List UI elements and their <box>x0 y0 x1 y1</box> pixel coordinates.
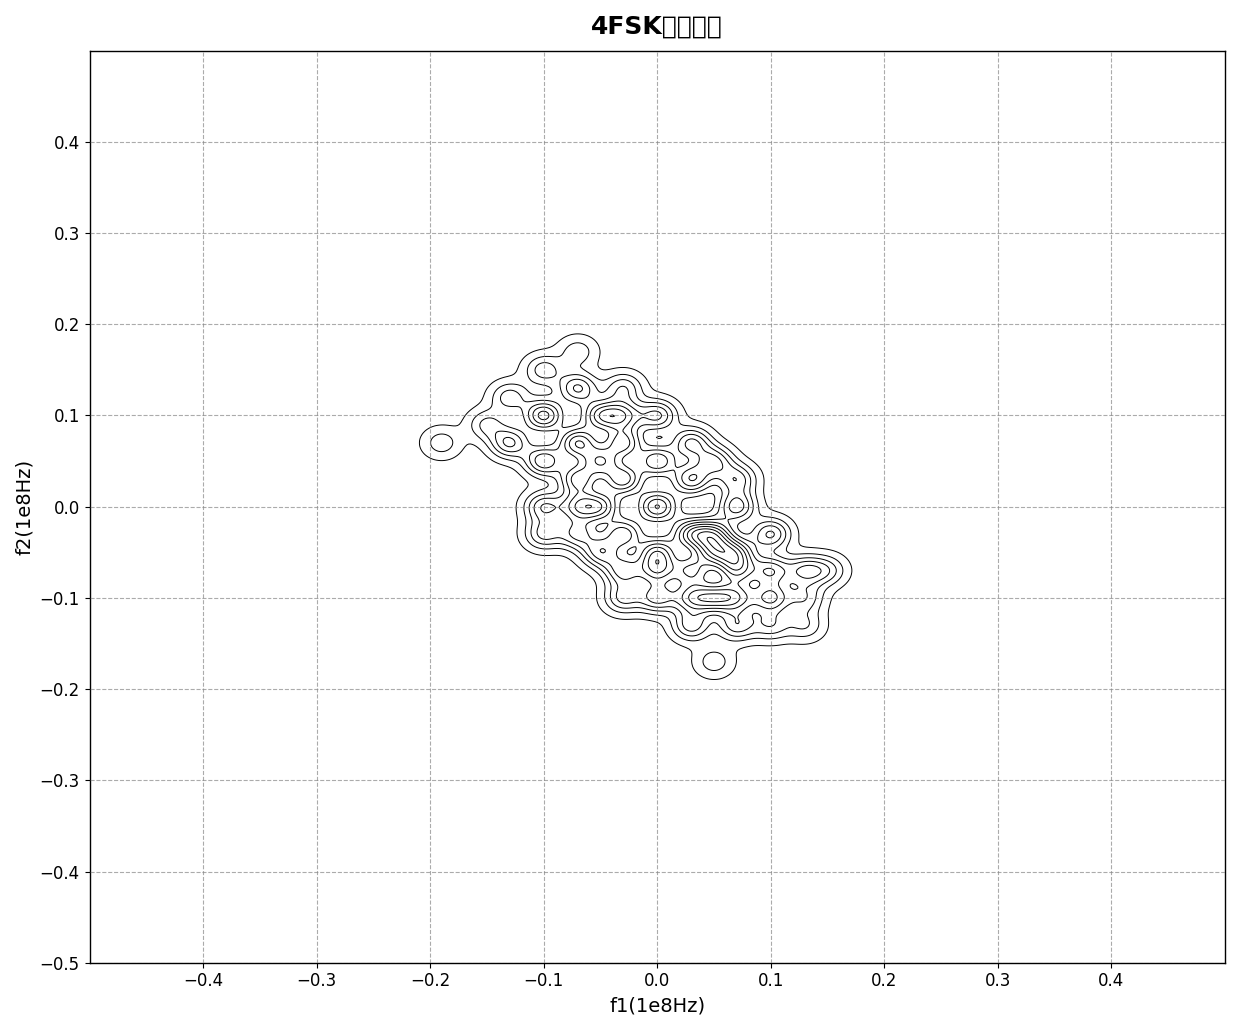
Y-axis label: f2(1e8Hz): f2(1e8Hz) <box>15 458 33 555</box>
Title: 4FSK信号双谱: 4FSK信号双谱 <box>591 15 723 39</box>
X-axis label: f1(1e8Hz): f1(1e8Hz) <box>609 996 706 1015</box>
